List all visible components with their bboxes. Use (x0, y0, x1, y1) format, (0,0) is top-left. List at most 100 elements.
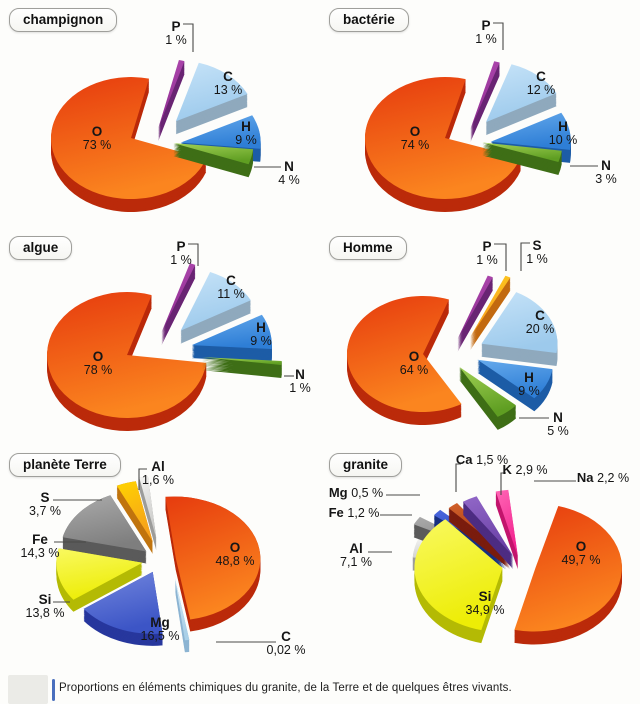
slice-symbol-Mg: Mg (150, 615, 170, 630)
slice-value-Al: 1,6 % (142, 473, 174, 487)
slice-value-Si: 34,9 % (466, 603, 505, 617)
pie-slice-C (180, 272, 251, 344)
slice-value-C: 12 % (527, 83, 556, 97)
chart-title-algue: algue (9, 236, 73, 260)
pie-slice-Si (414, 519, 503, 644)
chart-title-granite: granite (329, 453, 403, 477)
slice-value-P: 1 % (475, 32, 497, 46)
slice-symbol-Al: Al (151, 459, 165, 474)
slice-value-N: 1 % (289, 381, 311, 395)
slice-symbol-H: H (524, 370, 534, 385)
slice-symbol-Al: Al (349, 541, 363, 556)
slice-value-N: 4 % (278, 173, 300, 187)
slice-symbol-P: P (171, 19, 180, 34)
pie-slice-C (175, 578, 190, 653)
pie-bacterie: O74 % P1 % C12 % H10 % N3 % (364, 18, 617, 213)
pie-slice-P (158, 60, 185, 142)
pie-slice-O (165, 496, 261, 632)
slice-symbol-N: N (601, 158, 611, 173)
slice-symbol-C: C (535, 308, 545, 323)
slice-value-P: 1 % (170, 253, 192, 267)
slice-value-H: 9 % (250, 334, 272, 348)
leader-line-P (493, 22, 504, 50)
slice-value-P: 1 % (165, 33, 187, 47)
row-3: planète Terre O 48,8 % C 0,02 % Mg 16,5 % Si 13… (0, 445, 640, 670)
slice-symbol-N: N (295, 367, 305, 382)
slice-symbol-Fe: Fe (32, 532, 48, 547)
chart-planete-terre: planète Terre O 48,8 % C 0,02 % Mg 16,5 % Si 13… (0, 445, 320, 670)
slice-value-O: 73 % (83, 138, 112, 152)
pie-slice-Na (495, 489, 518, 570)
chart-title-champignon: champignon (9, 8, 118, 32)
chart-champignon: champignon O 73 % P 1 % C 13 % H 9 % N 4 % (0, 0, 320, 228)
slice-value-H: 9 % (518, 384, 540, 398)
slice-value-C: 11 % (217, 287, 245, 301)
slice-value-C: 13 % (214, 83, 243, 97)
slice-value-H: 9 % (235, 133, 257, 147)
pie-slice-C (175, 62, 248, 135)
pie-slice-N (459, 366, 517, 430)
slice-symbol-O: O (230, 540, 241, 555)
slice-symbol-O: O (576, 539, 587, 554)
slice-symbol-C: C (536, 69, 546, 84)
pie-slice-O (47, 292, 207, 432)
slice-value-S: 1 % (526, 252, 548, 266)
pie-slice-S (470, 275, 511, 351)
chart-granite: granite O 49,7 % Si 34,9 % Al 7,1 % Fe 1,2 % Mg… (320, 445, 640, 670)
pie-slice-O (364, 77, 521, 213)
slice-value-Al: 7,1 % (340, 555, 372, 569)
leader-line-P (183, 23, 194, 52)
pie-slice-O (51, 77, 207, 213)
pie-slice-H (191, 314, 272, 362)
pie-algue: O78 %P1 %C11 %H9 %N1 % (47, 239, 311, 432)
leader-line-K (500, 472, 506, 495)
slice-symbol-N: N (284, 159, 294, 174)
slice-symbol-H: H (241, 119, 251, 134)
pie-slice-C (486, 64, 557, 136)
pie-champignon: O73 % P1 % C13 % H9 % N4 % (51, 19, 300, 213)
caption-box (8, 675, 48, 704)
slice-value-P: 1 % (476, 253, 498, 267)
pie-slice-H (477, 359, 553, 412)
slice-label-Fe: Fe 1,2 % (329, 505, 380, 520)
pie-slice-O (346, 295, 462, 425)
pie-slice-S (116, 481, 153, 554)
slice-value-O: 48,8 % (216, 554, 255, 568)
pie-slice-N (173, 143, 254, 178)
pie-homme: O64 %P1 %S1 %C20 %H9 %N5 % (346, 238, 569, 438)
slice-label-Na: Na 2,2 % (577, 470, 629, 485)
slice-symbol-C: C (223, 69, 233, 84)
slice-symbol-C: C (226, 273, 236, 288)
pie-slice-O (514, 506, 622, 645)
pie-slice-P (161, 263, 196, 346)
slice-value-Fe: 14,3 % (21, 546, 60, 560)
chart-homme: Homme O 64 % P 1 % S 1 % C 20 % H 9 % N 5 % (320, 228, 640, 445)
pie-slice-Fe (62, 495, 147, 564)
pie-slice-P (470, 61, 500, 142)
pie-slice-K (462, 496, 514, 570)
leader-line-Ca (455, 463, 461, 492)
pie-slice-Mg (83, 571, 163, 646)
slice-value-H: 10 % (549, 133, 578, 147)
slice-value-O: 74 % (401, 138, 430, 152)
slice-value-Mg: 16,5 % (141, 629, 180, 643)
pie-slice-Al (139, 476, 157, 551)
caption-accent-bar (52, 679, 55, 701)
slice-symbol-C: C (281, 629, 291, 644)
row-1: champignon O 73 % P 1 % C 13 % H 9 % N 4 % bactér… (0, 0, 640, 228)
slice-symbol-Si: Si (479, 589, 492, 604)
slice-value-N: 5 % (547, 424, 569, 438)
pie-slice-N (482, 142, 562, 175)
leader-line-S (520, 242, 530, 271)
pie-slice-C (481, 292, 558, 366)
slice-symbol-H: H (558, 119, 568, 134)
slice-value-S: 3,7 % (29, 504, 61, 518)
chart-title-homme: Homme (329, 236, 407, 260)
caption-text: Proportions en éléments chimiques du gra… (59, 682, 512, 694)
chart-title-bacterie: bactérie (329, 8, 409, 32)
caption-row: Proportions en éléments chimiques du gra… (0, 670, 640, 704)
slice-symbol-P: P (176, 239, 185, 254)
slice-symbol-O: O (410, 124, 421, 139)
